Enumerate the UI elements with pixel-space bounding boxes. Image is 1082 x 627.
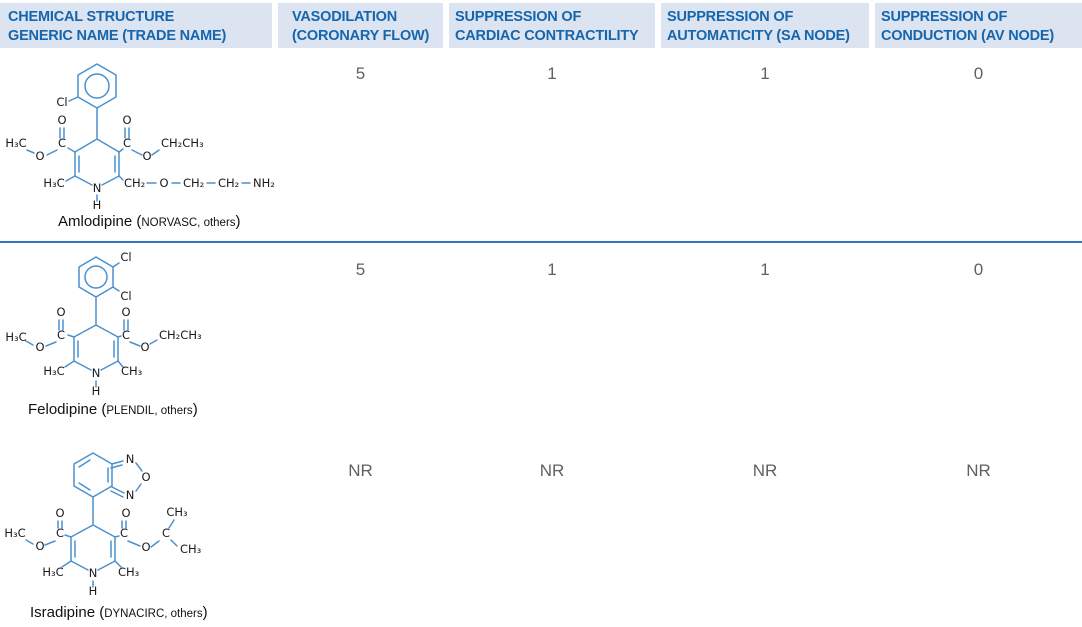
atom-label: O — [35, 340, 44, 354]
atom-label: C — [56, 526, 64, 540]
amlodipine-atoms: Cl O C H₃C O O C O CH₂CH₃ H₃C N H CH₂ O … — [5, 95, 275, 212]
atom-label: H — [89, 584, 98, 598]
atom-label: O — [55, 506, 64, 520]
atom-label: N — [92, 366, 101, 380]
atom-label: NH₂ — [253, 176, 275, 190]
atom-label: C — [162, 526, 170, 540]
atom-label: N — [89, 566, 98, 580]
header-line2: (CORONARY FLOW) — [292, 28, 430, 44]
atom-label: N — [126, 488, 135, 502]
amlodipine-structure: Cl O C H₃C O O C O CH₂CH₃ H₃C N H CH₂ O … — [5, 63, 275, 212]
value-amlodipine-contractility: 1 — [547, 64, 557, 83]
felodipine-bonds — [25, 256, 158, 388]
trade-name: DYNACIRC, others — [104, 608, 203, 620]
value-amlodipine-vasodilation: 5 — [355, 64, 366, 83]
header-line1: SUPPRESSION OF — [881, 9, 1008, 25]
atom-label: Cl — [120, 289, 131, 303]
row-divider — [0, 241, 1082, 243]
generic-name: Isradipine ( — [30, 604, 105, 621]
atom-label: H₃C — [5, 330, 26, 344]
column-header-contractility: SUPPRESSION OF CARDIAC CONTRACTILITY — [449, 3, 655, 48]
generic-name: Amlodipine ( — [58, 213, 142, 230]
atom-label: H — [92, 384, 101, 398]
atom-label: CH₃ — [180, 542, 202, 556]
atom-label: C — [58, 136, 66, 150]
atom-label: O — [159, 176, 168, 190]
value-felodipine-contractility: 1 — [547, 260, 557, 279]
atom-label: H₃C — [43, 176, 64, 190]
atom-label: CH₃ — [118, 565, 140, 579]
atom-label: CH₂ — [218, 176, 239, 190]
atom-label: H₃C — [43, 364, 64, 378]
atom-label: Cl — [56, 95, 67, 109]
isradipine-atoms: N O N O C H₃C O O C O C CH₃ CH₃ H₃C CH₃ … — [4, 452, 201, 598]
header-line1: CHEMICAL STRUCTURE — [8, 9, 175, 25]
header-line2: CARDIAC CONTRACTILITY — [455, 28, 639, 44]
drug-name-amlodipine: Amlodipine (NORVASC, others) — [58, 213, 241, 230]
atom-label: Cl — [120, 250, 131, 264]
atom-label: CH₂CH₃ — [161, 136, 204, 150]
value-amlodipine-automaticity: 1 — [760, 64, 770, 83]
drug-name-felodipine: Felodipine (PLENDIL, others) — [28, 401, 198, 418]
close-paren: ) — [235, 213, 241, 230]
column-header-chemical-structure: CHEMICAL STRUCTURE GENERIC NAME (TRADE N… — [0, 3, 272, 48]
atom-label: C — [57, 328, 65, 342]
amlodipine-bonds — [26, 63, 251, 202]
atom-label: O — [35, 539, 44, 553]
atom-label: CH₃ — [121, 364, 143, 378]
header-line2: AUTOMATICITY (SA NODE) — [667, 28, 850, 44]
value-felodipine-conduction: 0 — [973, 260, 984, 279]
atom-label: CH₂CH₃ — [159, 328, 202, 342]
atom-label: O — [56, 305, 65, 319]
header-line2: CONDUCTION (AV NODE) — [881, 28, 1054, 44]
trade-name: NORVASC, others — [141, 217, 236, 229]
atom-label: H₃C — [5, 136, 26, 150]
atom-label: O — [121, 506, 130, 520]
isradipine-bonds — [25, 452, 178, 588]
atom-label: O — [141, 540, 150, 554]
atom-label: H₃C — [42, 565, 63, 579]
value-felodipine-vasodilation: 5 — [355, 260, 366, 279]
isradipine-structure: N O N O C H₃C O O C O C CH₃ CH₃ H₃C CH₃ … — [4, 452, 201, 598]
drug-name-isradipine: Isradipine (DYNACIRC, others) — [30, 604, 208, 621]
atom-label: O — [57, 113, 66, 127]
atom-label: C — [120, 526, 128, 540]
trade-name: PLENDIL, others — [106, 405, 193, 417]
column-header-automaticity: SUPPRESSION OF AUTOMATICITY (SA NODE) — [661, 3, 869, 48]
header-line2: GENERIC NAME (TRADE NAME) — [8, 28, 227, 44]
atom-label: O — [121, 305, 130, 319]
header-line1: SUPPRESSION OF — [455, 9, 582, 25]
header-line1: SUPPRESSION OF — [667, 9, 794, 25]
atom-label: O — [141, 470, 150, 484]
atom-label: H — [93, 198, 102, 212]
atom-label: O — [35, 149, 44, 163]
felodipine-atoms: Cl Cl O C H₃C O O C O CH₂CH₃ H₃C CH₃ N H — [5, 250, 202, 398]
atom-label: O — [122, 113, 131, 127]
header-line1: VASODILATION — [292, 9, 398, 25]
value-amlodipine-conduction: 0 — [973, 64, 984, 83]
atom-label: C — [122, 328, 130, 342]
atom-label: O — [140, 340, 149, 354]
felodipine-structure: Cl Cl O C H₃C O O C O CH₂CH₃ H₃C CH₃ N H — [5, 250, 202, 398]
atom-label: CH₂ — [124, 176, 145, 190]
atom-label: H₃C — [4, 526, 25, 540]
close-paren: ) — [202, 604, 208, 621]
atom-label: C — [123, 136, 131, 150]
value-isradipine-contractility: NR — [539, 461, 565, 480]
column-header-vasodilation: VASODILATION (CORONARY FLOW) — [278, 3, 443, 48]
atom-label: CH₂ — [183, 176, 204, 190]
value-isradipine-conduction: NR — [966, 461, 991, 480]
value-isradipine-automaticity: NR — [752, 461, 778, 480]
atom-label: O — [142, 149, 151, 163]
column-header-conduction: SUPPRESSION OF CONDUCTION (AV NODE) — [875, 3, 1082, 48]
atom-label: N — [126, 452, 135, 466]
atom-label: CH₃ — [166, 505, 188, 519]
value-felodipine-automaticity: 1 — [760, 260, 770, 279]
atom-label: N — [93, 181, 102, 195]
close-paren: ) — [192, 401, 198, 418]
value-isradipine-vasodilation: NR — [348, 461, 373, 480]
generic-name: Felodipine ( — [28, 401, 107, 418]
